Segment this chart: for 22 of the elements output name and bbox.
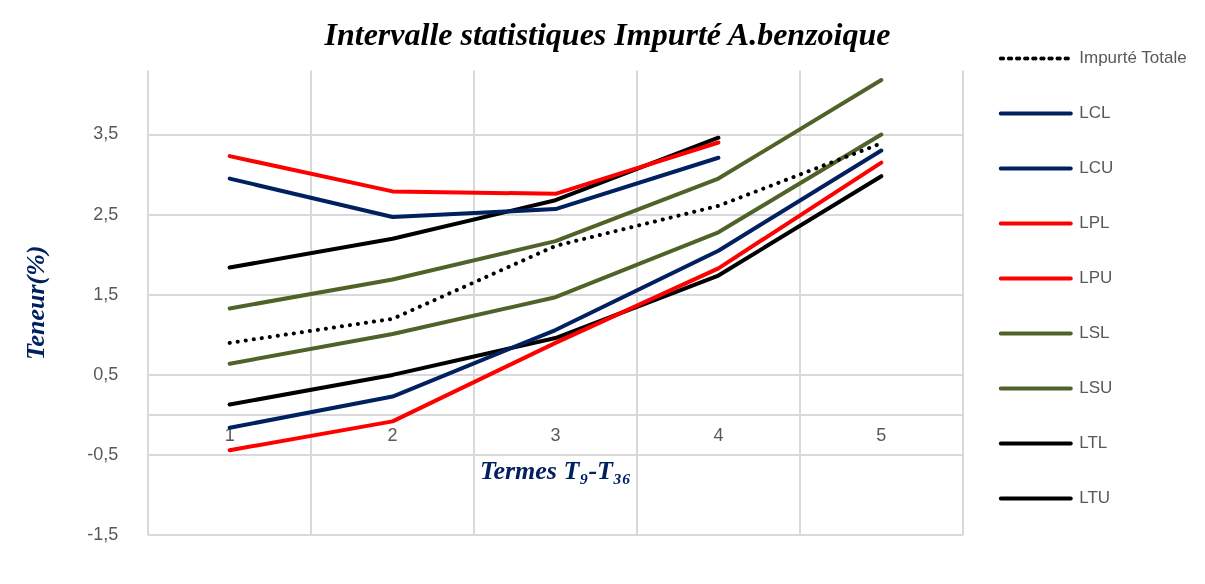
y-tick-label: 2,5: [93, 203, 119, 224]
legend-label: LPL: [1079, 213, 1110, 233]
legend-label: LSU: [1079, 378, 1113, 398]
legend-label: Impurté Totale: [1079, 48, 1187, 68]
x-tick-label: 3: [550, 424, 561, 445]
legend-label: LPU: [1079, 268, 1113, 288]
legend-label: LCL: [1079, 103, 1111, 123]
y-tick-label: 3,5: [93, 123, 119, 144]
legend-label: LSL: [1079, 323, 1110, 343]
x-tick-label: 5: [876, 424, 887, 445]
y-tick-label: -1,5: [87, 524, 119, 545]
y-axis-title: Teneur(%): [21, 245, 51, 361]
y-tick-label: -0,5: [87, 444, 119, 465]
y-tick-label: 1,5: [93, 283, 119, 304]
x-tick-label: 2: [387, 424, 398, 445]
x-axis-title: Termes T₉-T₃₆: [479, 455, 632, 485]
legend-label: LTL: [1079, 433, 1108, 453]
legend-label: LCU: [1079, 158, 1114, 178]
y-tick-label: 0,5: [93, 363, 119, 384]
legend-label: LTU: [1079, 488, 1111, 508]
chart-title: Intervalle statistiques Impurté A.benzoique: [323, 16, 891, 53]
x-tick-label: 4: [713, 424, 724, 445]
